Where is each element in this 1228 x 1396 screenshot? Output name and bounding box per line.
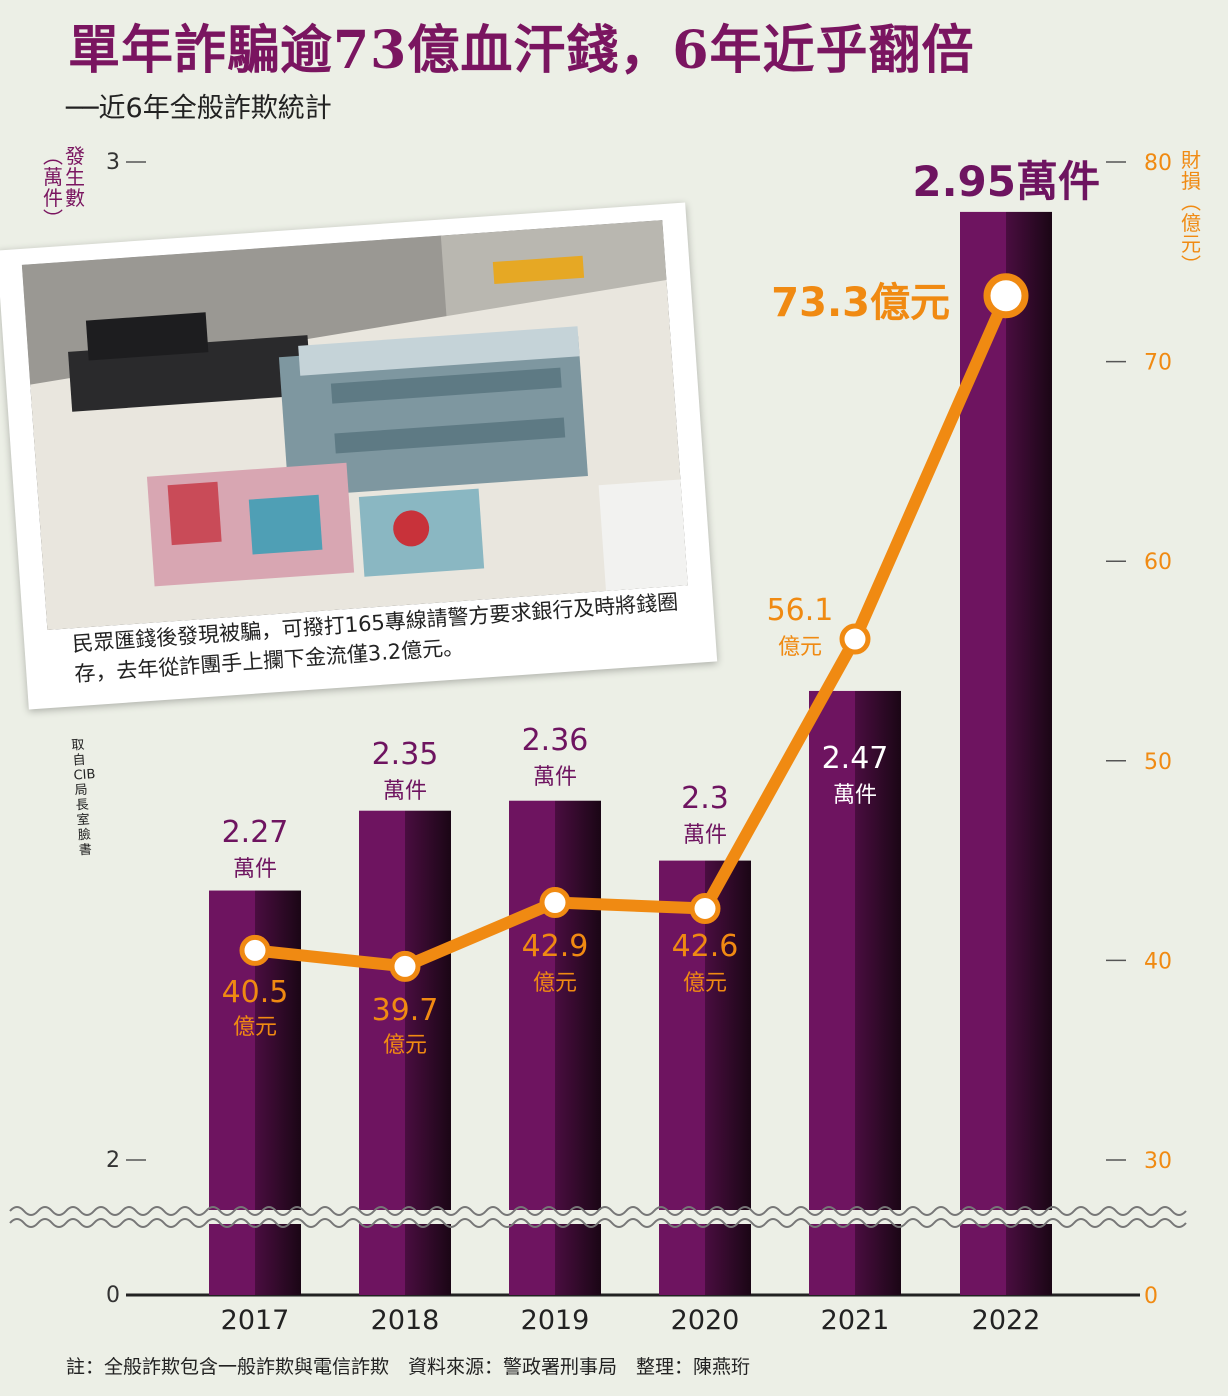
- bar-unit-label: 萬件: [683, 823, 727, 848]
- line-value-label: 42.6: [672, 929, 739, 964]
- bar-unit-label: 萬件: [383, 779, 427, 804]
- bar-value-label: 2.47: [822, 741, 889, 776]
- left-tick-label: 0: [106, 1283, 120, 1308]
- loss-point-2020: [689, 893, 721, 925]
- evidence-photo: [21, 220, 688, 631]
- right-tick-label: 60: [1144, 550, 1172, 575]
- line-value-label: 56.1: [767, 593, 834, 628]
- right-tick-label: 40: [1144, 949, 1172, 974]
- loss-point-2018: [389, 950, 421, 982]
- loss-point-2021: [839, 623, 871, 655]
- left-axis-unit: ︵ 萬件 ︶: [43, 144, 63, 231]
- bar-2021: [809, 690, 901, 1295]
- left-axis-label: 發生數: [65, 144, 85, 210]
- x-tick-label: 2021: [821, 1305, 890, 1336]
- axis-break-line: [9, 1206, 1187, 1216]
- loss-point-2022: [983, 273, 1029, 319]
- loss-point-2017: [239, 934, 271, 966]
- bar-unit-label: 萬件: [833, 783, 877, 808]
- line-unit-label: 億元: [533, 971, 577, 996]
- bar-value-label: 2.27: [222, 815, 289, 850]
- axis-break-band: [0, 1210, 1190, 1224]
- line-value-label: 40.5: [222, 975, 289, 1010]
- x-tick-label: 2020: [671, 1305, 740, 1336]
- loss-point-2019: [539, 887, 571, 919]
- axis-break-line: [9, 1218, 1187, 1228]
- bar-unit-label: 萬件: [533, 765, 577, 790]
- bar-unit-label: 萬件: [233, 857, 277, 882]
- line-value-label: 39.7: [372, 993, 439, 1028]
- evidence-photo-illustration: [21, 220, 688, 631]
- right-axis-label: 財損: [1181, 148, 1201, 193]
- line-unit-label: 億元: [233, 1015, 277, 1040]
- line-value-label-highlight: 73.3億元: [771, 280, 950, 326]
- bar-value-label: 2.36: [522, 723, 589, 758]
- right-tick-label: 50: [1144, 750, 1172, 775]
- photo-card: 民眾匯錢後發現被騙，可撥打165專線請警方要求銀行及時將錢圈存，去年從詐團手上攔…: [0, 202, 718, 858]
- chart-subtitle: ──近6年全般詐欺統計: [66, 93, 332, 124]
- right-axis-unit: ︵ 億元 ︶: [1181, 190, 1201, 277]
- source-note: 註：全般詐欺包含一般詐欺與電信詐欺 資料來源：警政署刑事局 整理：陳燕珩: [66, 1356, 751, 1378]
- bar-value-label: 2.35: [372, 737, 439, 772]
- line-value-label: 42.9: [522, 929, 589, 964]
- loss-line: [249, 289, 1012, 973]
- bar-value-label-highlight: 2.95萬件: [912, 157, 1100, 206]
- right-tick-label: 0: [1144, 1284, 1158, 1309]
- x-tick-label: 2017: [221, 1305, 290, 1336]
- line-unit-label: 億元: [778, 635, 822, 660]
- right-tick-label: 80: [1144, 151, 1172, 176]
- line-unit-label: 億元: [383, 1033, 427, 1058]
- left-tick-label: 2: [106, 1148, 120, 1173]
- x-tick-label: 2018: [371, 1305, 440, 1336]
- x-tick-label: 2022: [972, 1305, 1041, 1336]
- chart-title: 單年詐騙逾73億血汗錢，6年近乎翻倍: [68, 20, 975, 81]
- line-unit-label: 億元: [683, 971, 727, 996]
- x-tick-label: 2019: [521, 1305, 590, 1336]
- left-tick-label: 3: [106, 150, 120, 175]
- right-tick-label: 30: [1144, 1149, 1172, 1174]
- bar-2020: [659, 860, 751, 1295]
- bar-2022: [960, 211, 1052, 1295]
- bar-value-label: 2.3: [681, 781, 729, 816]
- right-tick-label: 70: [1144, 351, 1172, 376]
